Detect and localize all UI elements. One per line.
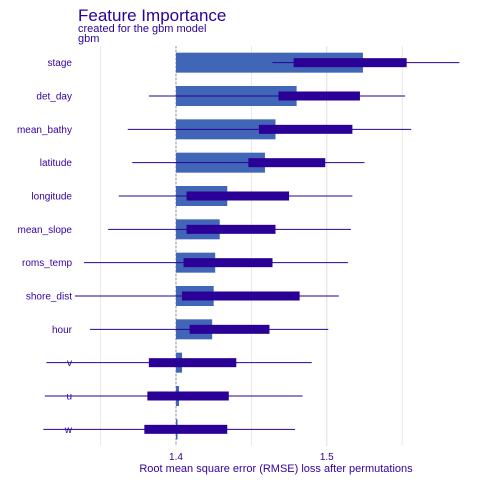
box-longitude <box>186 191 290 201</box>
box-latitude <box>248 158 326 168</box>
chart-subtitle: created for the gbm model <box>78 23 206 35</box>
box-mean_slope <box>186 224 276 234</box>
box-stage <box>293 58 407 68</box>
y-tick-label-hour: hour <box>52 325 73 336</box>
box-hour <box>189 324 270 334</box>
box-roms_temp <box>183 258 273 268</box>
y-tick-label-stage: stage <box>48 58 73 69</box>
bar-layer <box>176 52 363 440</box>
y-tick-label-w: w <box>64 425 73 436</box>
y-tick-label-v: v <box>67 358 72 369</box>
y-tick-label-roms_temp: roms_temp <box>22 258 72 269</box>
grid-layer <box>100 46 403 446</box>
box-det_day <box>278 91 360 101</box>
y-tick-label-det_day: det_day <box>36 92 72 103</box>
model-label: gbm <box>78 33 99 45</box>
y-tick-label-longitude: longitude <box>31 192 72 203</box>
y-tick-label-u: u <box>66 392 72 403</box>
box-shore_dist <box>182 291 300 301</box>
box-layer <box>43 58 460 434</box>
y-tick-label-shore_dist: shore_dist <box>26 292 72 303</box>
box-mean_bathy <box>258 124 353 134</box>
bar-stage <box>176 52 363 73</box>
y-tick-label-latitude: latitude <box>40 158 73 169</box>
y-tick-label-mean_slope: mean_slope <box>18 225 73 236</box>
x-tick-label: 1.5 <box>320 452 334 463</box>
x-axis-label: Root mean square error (RMSE) loss after… <box>139 463 413 475</box>
x-tick-label: 1.4 <box>169 452 183 463</box>
box-v <box>148 358 237 368</box>
box-w <box>144 424 228 434</box>
box-u <box>147 391 229 401</box>
chart-title: Feature Importance <box>78 6 226 25</box>
label-layer: 1.4 1.5 stage det_day mean_bathy latitude long… <box>17 58 334 463</box>
y-tick-label-mean_bathy: mean_bathy <box>17 125 72 136</box>
